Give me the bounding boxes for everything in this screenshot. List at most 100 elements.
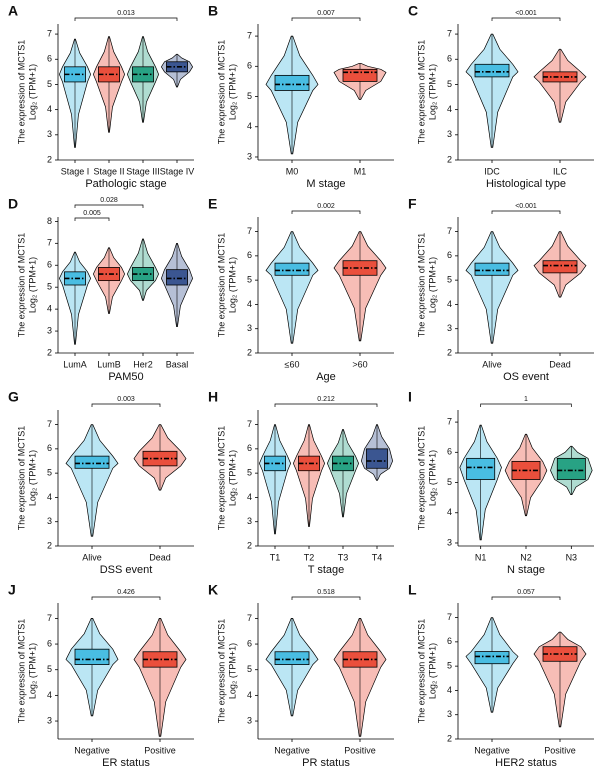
y-tick-label: 6 bbox=[47, 443, 52, 453]
y-tick-label: 6 bbox=[47, 638, 52, 648]
y-tick-label: 4 bbox=[447, 685, 452, 695]
y-tick-label: 6 bbox=[247, 638, 252, 648]
y-tick-label: 5 bbox=[447, 275, 452, 285]
y-tick-label: 2 bbox=[447, 154, 452, 164]
box bbox=[474, 63, 510, 78]
y-tick-label: 4 bbox=[47, 690, 52, 700]
y-axis-label: The expression of MCTS1 bbox=[416, 233, 426, 338]
panel-letter: C bbox=[408, 3, 418, 19]
y-axis-label: Log₂ (TPM+1) bbox=[227, 64, 237, 120]
x-tick-label: M0 bbox=[286, 166, 299, 176]
y-tick-label: 5 bbox=[447, 477, 452, 487]
box bbox=[366, 448, 388, 469]
y-tick-label: 5 bbox=[47, 664, 52, 674]
box bbox=[342, 68, 378, 82]
significance-bracket bbox=[74, 217, 110, 221]
x-axis-label: Pathologic stage bbox=[85, 178, 166, 190]
y-tick-label: 4 bbox=[247, 690, 252, 700]
significance-bracket bbox=[491, 17, 561, 21]
y-tick-label: 6 bbox=[247, 61, 252, 71]
box bbox=[274, 262, 310, 276]
y-tick-label: 6 bbox=[247, 443, 252, 453]
y-axis-label: Log₂ (TPM+1) bbox=[427, 450, 437, 506]
panel-letter: E bbox=[208, 196, 217, 212]
y-tick-label: 6 bbox=[447, 250, 452, 260]
x-axis-label: T stage bbox=[308, 564, 345, 576]
y-tick-label: 7 bbox=[247, 613, 252, 623]
y-axis-label: Log₂ (TPM+1) bbox=[227, 450, 237, 506]
y-tick-label: 7 bbox=[447, 28, 452, 38]
y-axis-label: Log₂ (TPM+1) bbox=[427, 257, 437, 313]
x-axis-label: OS event bbox=[503, 371, 549, 383]
x-tick-label: Negative bbox=[274, 745, 310, 755]
y-tick-label: 3 bbox=[447, 129, 452, 139]
x-tick-label: Dead bbox=[549, 359, 571, 369]
y-axis-label: Log₂ (TPM+1) bbox=[27, 64, 37, 120]
p-value-label: 0.518 bbox=[317, 589, 335, 596]
x-tick-label: Stage III bbox=[126, 166, 160, 176]
y-tick-label: 4 bbox=[247, 299, 252, 309]
y-tick-label: 3 bbox=[247, 516, 252, 526]
y-tick-label: 7 bbox=[247, 419, 252, 429]
y-tick-label: 7 bbox=[447, 612, 452, 622]
x-tick-label: Negative bbox=[74, 745, 110, 755]
x-tick-label: N3 bbox=[566, 552, 578, 562]
significance-bracket bbox=[291, 210, 361, 214]
y-tick-label: 2 bbox=[247, 540, 252, 550]
x-tick-label: M1 bbox=[354, 166, 367, 176]
x-tick-label: Stage IV bbox=[160, 166, 195, 176]
y-axis-label: The expression of MCTS1 bbox=[416, 40, 426, 145]
y-tick-label: 3 bbox=[447, 323, 452, 333]
significance-bracket bbox=[274, 403, 378, 407]
x-axis-label: N stage bbox=[507, 564, 545, 576]
y-tick-label: 2 bbox=[47, 154, 52, 164]
x-tick-label: ILC bbox=[553, 166, 568, 176]
y-tick-label: 7 bbox=[447, 226, 452, 236]
y-tick-label: 7 bbox=[47, 613, 52, 623]
x-axis-label: M stage bbox=[306, 178, 345, 190]
y-tick-label: 4 bbox=[447, 299, 452, 309]
box bbox=[556, 457, 586, 480]
p-value-label: <0.001 bbox=[515, 10, 537, 17]
y-tick-label: 5 bbox=[447, 79, 452, 89]
x-tick-label: LumA bbox=[63, 359, 87, 369]
panel-letter: G bbox=[8, 389, 19, 405]
p-value-label: <0.001 bbox=[515, 203, 537, 210]
y-axis-label: The expression of MCTS1 bbox=[416, 426, 426, 531]
x-tick-label: N1 bbox=[475, 552, 487, 562]
significance-bracket bbox=[491, 596, 561, 600]
y-tick-label: 5 bbox=[247, 275, 252, 285]
x-tick-label: N2 bbox=[520, 552, 532, 562]
y-tick-label: 3 bbox=[47, 325, 52, 335]
x-tick-label: Positive bbox=[144, 745, 176, 755]
x-tick-label: Alive bbox=[82, 552, 102, 562]
p-value-label: 0.212 bbox=[317, 396, 335, 403]
x-tick-label: T4 bbox=[372, 552, 383, 562]
panel-letter: H bbox=[208, 389, 218, 405]
y-axis-label: Log₂ (TPM+1) bbox=[227, 257, 237, 313]
y-axis-label: The expression of MCTS1 bbox=[216, 40, 226, 145]
significance-bracket bbox=[291, 596, 361, 600]
significance-bracket bbox=[480, 403, 572, 407]
y-tick-label: 5 bbox=[247, 468, 252, 478]
x-tick-label: Stage I bbox=[61, 166, 90, 176]
x-axis-label: ER status bbox=[102, 757, 150, 769]
box bbox=[74, 455, 110, 469]
y-tick-label: 3 bbox=[47, 129, 52, 139]
y-tick-label: 2 bbox=[47, 347, 52, 357]
y-tick-label: 3 bbox=[47, 715, 52, 725]
significance-bracket bbox=[91, 403, 161, 407]
panel-letter: L bbox=[408, 582, 417, 598]
y-tick-label: 7 bbox=[47, 238, 52, 248]
significance-bracket bbox=[291, 17, 361, 21]
y-axis-label: The expression of MCTS1 bbox=[16, 619, 26, 724]
x-axis-label: PAM50 bbox=[108, 371, 143, 383]
y-tick-label: 4 bbox=[447, 507, 452, 517]
y-axis-label: Log₂ (TPM+1) bbox=[27, 450, 37, 506]
x-axis-label: PR status bbox=[302, 757, 350, 769]
x-tick-label: LumB bbox=[97, 359, 121, 369]
y-tick-label: 5 bbox=[447, 661, 452, 671]
panel-letter: F bbox=[408, 196, 417, 212]
